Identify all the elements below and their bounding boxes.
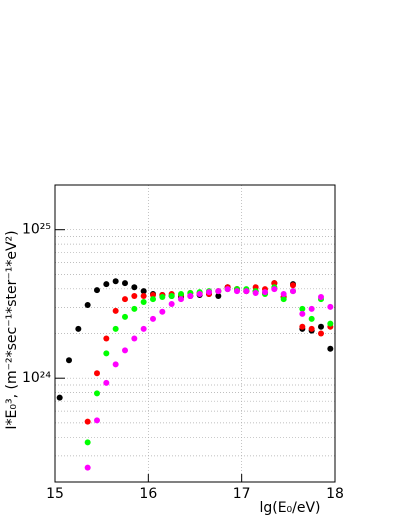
data-point — [66, 357, 72, 364]
data-point — [140, 298, 147, 305]
y-tick-label: 10²⁴ — [22, 370, 51, 386]
data-point — [187, 292, 194, 299]
data-point — [94, 390, 100, 397]
data-point — [122, 280, 128, 287]
data-point — [215, 288, 222, 295]
data-point — [75, 325, 82, 332]
data-point — [112, 278, 119, 285]
data-point — [271, 280, 278, 287]
data-point — [178, 290, 184, 297]
data-point — [299, 323, 306, 330]
data-point — [94, 370, 100, 377]
data-point — [318, 330, 324, 337]
data-point — [140, 292, 147, 299]
data-point — [252, 289, 259, 296]
data-point — [290, 282, 296, 289]
data-point — [103, 335, 110, 342]
data-point — [131, 305, 138, 312]
data-point — [103, 350, 110, 357]
data-point — [178, 296, 184, 303]
data-point — [94, 287, 100, 294]
data-point — [308, 315, 315, 322]
y-axis-label: I*E₀³, (m⁻²*sec⁻¹*ster⁻¹*eV²) — [4, 230, 20, 429]
data-point — [84, 439, 91, 446]
data-point — [131, 292, 138, 299]
x-tick-label: 15 — [46, 486, 64, 502]
data-point — [84, 464, 91, 471]
data-point — [112, 307, 119, 314]
data-point — [168, 300, 175, 307]
data-point — [103, 379, 110, 386]
data-point — [262, 289, 268, 296]
data-point — [234, 288, 240, 295]
data-point — [243, 288, 250, 295]
data-point — [299, 305, 306, 312]
data-point — [327, 320, 334, 327]
data-point — [159, 308, 166, 315]
data-point — [84, 418, 91, 425]
data-point — [327, 303, 334, 310]
data-point — [271, 286, 278, 293]
data-point — [159, 294, 166, 301]
plot-frame — [54, 184, 336, 483]
data-point — [140, 325, 147, 332]
data-point — [84, 302, 91, 309]
data-point — [327, 345, 334, 352]
data-point — [224, 286, 231, 293]
data-point — [168, 292, 175, 299]
data-point — [150, 315, 156, 322]
data-point — [140, 288, 147, 295]
data-point — [318, 294, 324, 301]
data-point — [112, 361, 119, 368]
data-point — [112, 325, 119, 332]
data-point — [150, 296, 156, 303]
data-point — [206, 289, 212, 296]
x-axis-label: lg(E₀/eV) — [259, 500, 320, 516]
x-tick-label: 17 — [233, 486, 251, 502]
data-point — [280, 290, 287, 297]
data-point — [122, 296, 128, 303]
data-point — [308, 305, 315, 312]
data-point — [280, 296, 287, 303]
data-point — [56, 394, 63, 401]
data-point — [122, 313, 128, 320]
data-point — [215, 292, 222, 299]
x-tick-label: 16 — [139, 486, 157, 502]
data-point — [122, 347, 128, 354]
data-point — [103, 281, 110, 288]
y-tick-label: 10²⁵ — [22, 222, 51, 238]
data-point — [308, 325, 315, 332]
data-point — [299, 310, 306, 317]
data-point — [196, 290, 203, 297]
data-point — [318, 323, 324, 330]
x-tick-label: 18 — [326, 486, 344, 502]
data-point — [131, 284, 138, 291]
data-point — [131, 335, 138, 342]
data-point — [94, 417, 100, 424]
data-point — [290, 288, 296, 295]
